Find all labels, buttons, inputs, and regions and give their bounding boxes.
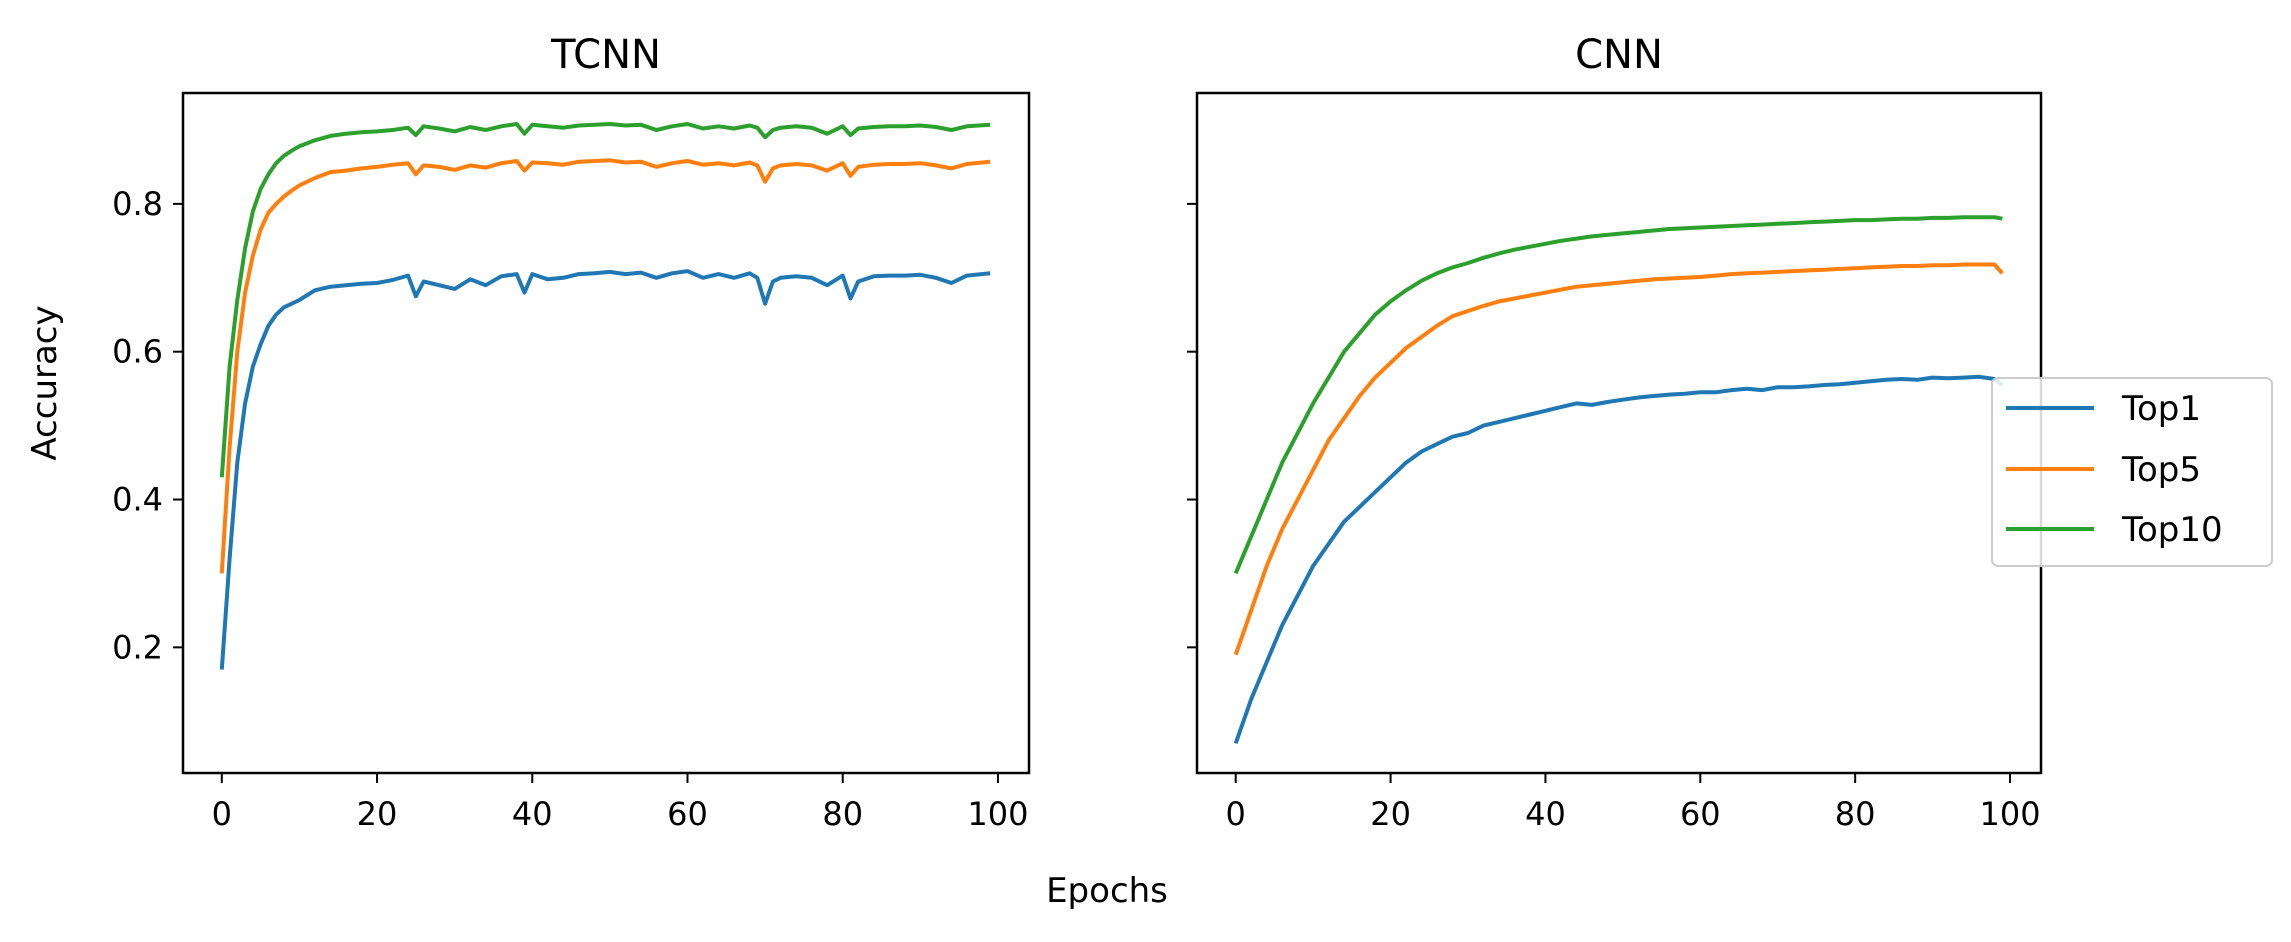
x-tick-label-cnn: 20 [1370,795,1411,833]
panel-tcnn: TCNN 0 20 40 60 80 100 0.2 0.4 0.6 0.8 [112,32,1031,833]
y-tick-label-tcnn: 0.6 [112,333,163,371]
series-line-top1-tcnn [219,269,991,670]
panel-title-cnn: CNN [1575,32,1663,78]
panel-title-tcnn: TCNN [550,32,661,78]
x-tick-label-cnn: 80 [1835,795,1876,833]
x-tick-label-cnn: 60 [1680,795,1721,833]
series-line-top5-cnn [1233,262,2004,656]
legend-label-top1: Top1 [2121,389,2201,429]
y-tick-label-tcnn: 0.8 [112,185,163,223]
x-axis-label: Epochs [1046,871,1168,911]
panel-cnn: CNN 0 20 40 60 80 100 [1187,32,2043,833]
x-tick-label-tcnn: 80 [822,795,863,833]
x-tick-label-tcnn: 60 [667,795,708,833]
legend-box [1991,377,2273,567]
series-line-top1-cnn [1233,374,2004,745]
legend-label-top5: Top5 [2121,450,2201,490]
series-line-top10-cnn [1233,215,2003,575]
x-tick-label-tcnn: 40 [512,795,553,833]
plot-frame-tcnn [181,91,1031,775]
y-axis-label: Accuracy [25,305,65,460]
x-tick-label-tcnn: 100 [967,795,1028,833]
y-tick-label-tcnn: 0.4 [112,481,163,519]
x-tick-label-tcnn: 20 [357,795,398,833]
legend: Top1 Top5 Top10 [1991,377,2273,567]
y-tick-label-tcnn: 0.2 [112,628,163,666]
x-tick-label-cnn: 40 [1525,795,1566,833]
plot-frame-cnn [1195,91,2043,775]
series-line-top10-tcnn [219,122,991,478]
series-line-top5-tcnn [219,158,991,574]
legend-label-top10: Top10 [2121,510,2223,550]
x-tick-label-cnn: 100 [1979,795,2040,833]
x-tick-label-cnn: 0 [1226,795,1246,833]
x-tick-label-tcnn: 0 [212,795,232,833]
